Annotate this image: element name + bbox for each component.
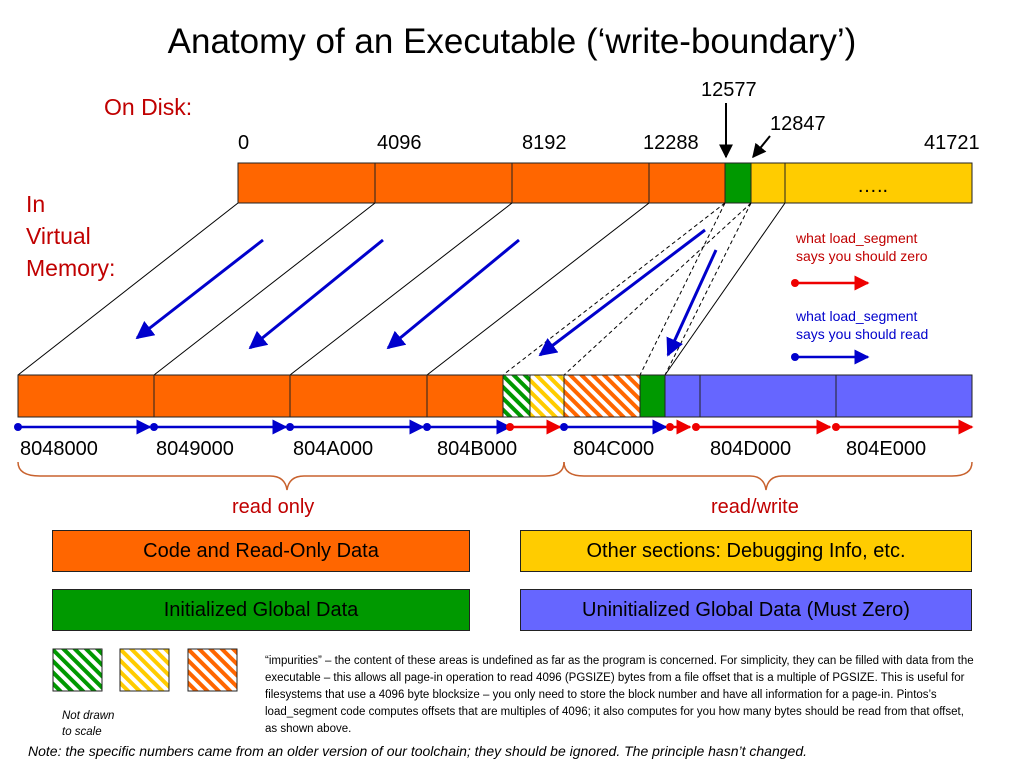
- disk-page-1: [374, 162, 513, 204]
- marker-arrow-12847: [752, 135, 771, 159]
- mem-addr-804b000: 804B000: [437, 438, 518, 460]
- mem-bss-page-804e000: [835, 374, 973, 418]
- read-only-brace: [17, 461, 565, 491]
- mem-impurity-orange: [563, 374, 641, 418]
- legend-code-ro: Code and Read-Only Data: [52, 530, 470, 572]
- footnote: Note: the specific numbers came from an …: [28, 743, 807, 759]
- read-only-label: read only: [232, 496, 315, 518]
- legend-uninit-data: Uninitialized Global Data (Must Zero): [520, 589, 972, 631]
- disk-init-data: [724, 162, 752, 204]
- mem-page-804b000-code: [426, 374, 504, 418]
- not-drawn-to-scale: Not drawn to scale: [62, 710, 115, 738]
- disk-page-2: [511, 162, 650, 204]
- read-arrow-dot: [791, 353, 799, 361]
- on-disk-label: On Disk:: [104, 94, 193, 120]
- mem-page-804a000: [289, 374, 428, 418]
- read-arrows: [135, 228, 718, 357]
- disk-marker-12847: 12847: [770, 113, 826, 135]
- mem-addr-8049000: 8049000: [156, 438, 234, 460]
- read-write-label: read/write: [711, 496, 799, 518]
- mem-page-8048000: [17, 374, 155, 418]
- disk-bar: [237, 162, 973, 204]
- legend-init-data: Initialized Global Data: [52, 589, 470, 631]
- disk-offset-12288: 12288: [643, 132, 699, 154]
- disk-other-small: [750, 162, 786, 204]
- mem-bss-page-804d000: [699, 374, 837, 418]
- mem-addr-804d000: 804D000: [710, 438, 792, 460]
- disk-page-0: [237, 162, 376, 204]
- disk-other-sections: [784, 162, 973, 204]
- disk-ellipsis: …..: [857, 175, 889, 197]
- memory-bar: [17, 374, 973, 418]
- zero-arrow-dot: [791, 279, 799, 287]
- disk-offset-41721: 41721: [924, 132, 980, 154]
- disk-marker-12577: 12577: [701, 79, 757, 101]
- read-write-brace: [563, 461, 973, 491]
- segment-dots: [14, 423, 840, 431]
- mem-page-8049000: [153, 374, 291, 418]
- mem-addr-804e000: 804E000: [846, 438, 927, 460]
- impurity-swatch-orange: [187, 648, 238, 692]
- legend-other-sections: Other sections: Debugging Info, etc.: [520, 530, 972, 572]
- virtual-memory-label: In Virtual Memory:: [26, 191, 116, 281]
- mem-impurity-green: [502, 374, 531, 418]
- zero-arrow-legend-text: what load_segment says you should zero: [796, 230, 928, 264]
- mapping-lines: [17, 202, 786, 376]
- mem-impurity-yellow: [529, 374, 565, 418]
- mem-addr-8048000: 8048000: [20, 438, 98, 460]
- page-title: Anatomy of an Executable (‘write-boundar…: [167, 22, 857, 61]
- mem-bss-partial: [664, 374, 701, 418]
- impurity-swatch-yellow: [119, 648, 170, 692]
- read-arrow-legend-text: what load_segment says you should read: [796, 308, 929, 342]
- disk-offset-8192: 8192: [522, 132, 567, 154]
- mem-addr-804a000: 804A000: [293, 438, 374, 460]
- impurities-explanation: “impurities” – the content of these area…: [265, 655, 974, 735]
- impurity-swatch-green: [52, 648, 103, 692]
- disk-page-3-code: [648, 162, 726, 204]
- disk-offset-0: 0: [238, 132, 250, 154]
- disk-offset-4096: 4096: [377, 132, 422, 154]
- mem-addr-804c000: 804C000: [573, 438, 655, 460]
- mem-init-data: [639, 374, 666, 418]
